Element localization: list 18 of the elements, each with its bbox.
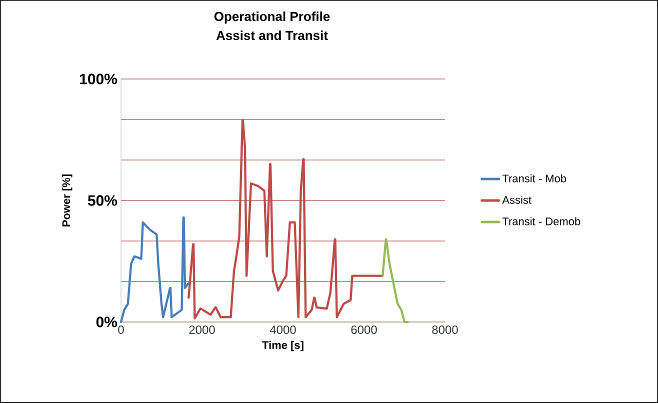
x-tick-label: 2000 <box>189 326 215 334</box>
legend-label: Transit - Mob <box>502 174 566 182</box>
legend-label: Transit - Demob <box>502 217 580 226</box>
x-axis-title: Time [s] <box>262 340 304 352</box>
chart-subtitle: Assist and Transit <box>216 30 328 40</box>
y-tick-label: 0% <box>96 316 118 328</box>
chart-title: Operational Profile <box>214 12 330 24</box>
x-tick-label: 6000 <box>351 326 377 334</box>
line-series <box>120 216 190 324</box>
y-axis-title: Power [%] <box>62 174 72 226</box>
y-tick-label: 50% <box>88 195 118 206</box>
x-tick-label: 8000 <box>432 326 458 334</box>
x-tick-label: 4000 <box>270 326 296 334</box>
line-series <box>382 238 409 324</box>
x-tick-label: 0 <box>118 326 124 334</box>
legend-label: Assist <box>502 196 532 204</box>
y-tick-label: 100% <box>80 74 118 84</box>
line-series <box>188 119 384 320</box>
